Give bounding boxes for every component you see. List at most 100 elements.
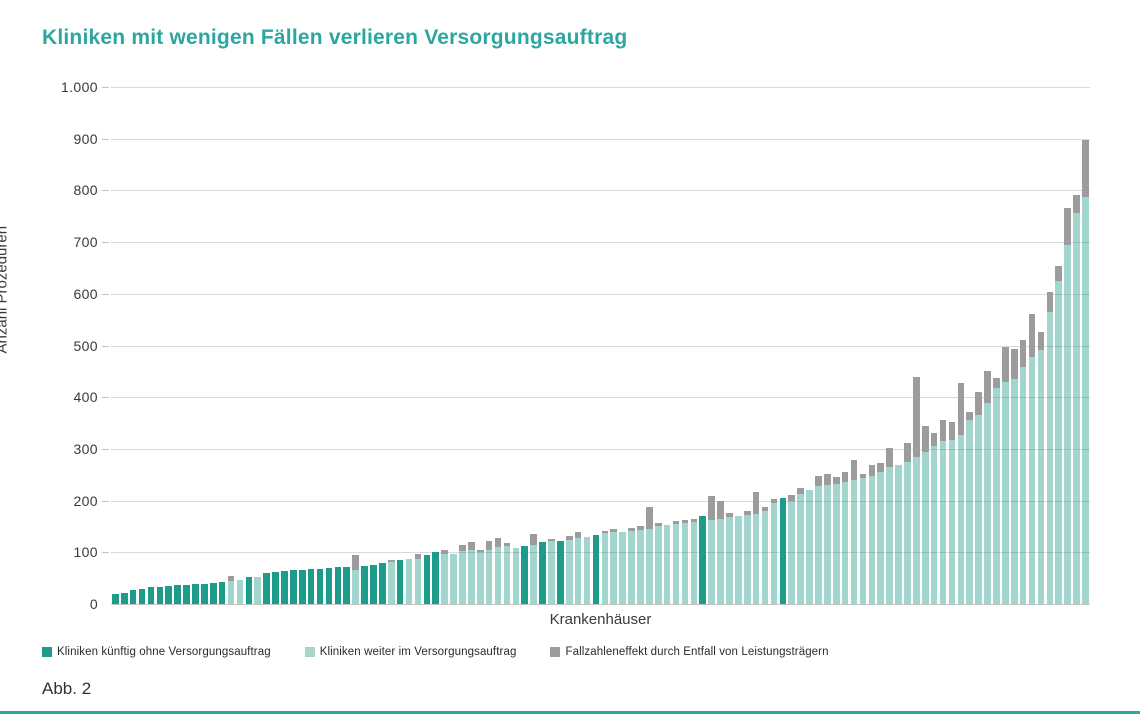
bar-segment-weiter-im-versorgungsauftrag: [1002, 381, 1009, 604]
bar-segment-ohne-versorgungsauftrag: [379, 562, 386, 604]
bar-segment-weiter-im-versorgungsauftrag: [832, 484, 840, 604]
bar: [423, 87, 431, 604]
bar: [708, 87, 715, 604]
bar: [957, 87, 965, 604]
bar-segment-ohne-versorgungsauftrag: [343, 566, 351, 604]
bar-segment-ohne-versorgungsauftrag: [245, 577, 253, 604]
bar: [245, 87, 253, 604]
bar-segment-weiter-im-versorgungsauftrag: [663, 525, 671, 604]
bar: [913, 87, 920, 604]
bar-segment-weiter-im-versorgungsauftrag: [761, 510, 769, 604]
bar: [521, 87, 529, 604]
bar: [628, 87, 635, 604]
bar-segment-ohne-versorgungsauftrag: [129, 590, 137, 604]
bar-segment-weiter-im-versorgungsauftrag: [387, 561, 395, 604]
x-axis-label: Krankenhäuser: [549, 611, 652, 628]
bar-segment-weiter-im-versorgungsauftrag: [726, 517, 733, 604]
bar-segment-fallzahleneffekt: [921, 426, 929, 453]
bar-segment-weiter-im-versorgungsauftrag: [1010, 378, 1018, 604]
bar-segment-weiter-im-versorgungsauftrag: [984, 402, 991, 604]
bar: [752, 87, 760, 604]
legend-label: Kliniken künftig ohne Versorgungsauftrag: [57, 646, 271, 658]
bar: [735, 87, 742, 604]
bar: [298, 87, 306, 604]
bar: [138, 87, 146, 604]
bar-segment-weiter-im-versorgungsauftrag: [1064, 245, 1071, 604]
bar-segment-ohne-versorgungsauftrag: [361, 566, 368, 604]
bar: [405, 87, 413, 604]
legend-swatch-icon: [550, 647, 561, 657]
bar-segment-fallzahleneffekt: [993, 378, 1000, 389]
bar-segment-fallzahleneffekt: [1055, 266, 1063, 281]
bar-segment-weiter-im-versorgungsauftrag: [735, 516, 742, 604]
bar: [779, 87, 787, 604]
bar-segment-weiter-im-versorgungsauftrag: [1028, 357, 1036, 604]
bar: [699, 87, 707, 604]
bar-segment-weiter-im-versorgungsauftrag: [1019, 367, 1027, 604]
bar: [361, 87, 368, 604]
bar: [806, 87, 813, 604]
bar: [183, 87, 190, 604]
bar-segment-fallzahleneffekt: [628, 527, 635, 531]
bar: [654, 87, 662, 604]
bar-segment-ohne-versorgungsauftrag: [183, 584, 190, 604]
y-tick-label: 300: [73, 440, 98, 457]
bar: [797, 87, 804, 604]
bar-segment-weiter-im-versorgungsauftrag: [476, 552, 484, 604]
bar: [859, 87, 867, 604]
bar-segment-weiter-im-versorgungsauftrag: [254, 577, 262, 604]
bar: [120, 87, 128, 604]
bar-segment-fallzahleneffekt: [1002, 347, 1009, 382]
y-tick-label: 800: [73, 182, 98, 199]
gridline: [111, 397, 1090, 399]
bar-segment-weiter-im-versorgungsauftrag: [877, 472, 885, 604]
bar-segment-fallzahleneffekt: [717, 500, 724, 519]
bar: [832, 87, 840, 604]
bar-segment-fallzahleneffekt: [743, 510, 751, 516]
bar: [930, 87, 938, 604]
bar-segment-weiter-im-versorgungsauftrag: [1046, 311, 1054, 604]
bar-segment-weiter-im-versorgungsauftrag: [993, 388, 1000, 604]
y-tick-label: 600: [73, 285, 98, 302]
bar-segment-fallzahleneffekt: [459, 545, 466, 551]
bar: [690, 87, 698, 604]
bar-segment-ohne-versorgungsauftrag: [209, 583, 217, 604]
legend: Kliniken künftig ohne Versorgungsauftrag…: [42, 646, 829, 658]
bar: [841, 87, 849, 604]
bar: [565, 87, 573, 604]
bar: [788, 87, 796, 604]
bar-segment-weiter-im-versorgungsauftrag: [468, 549, 475, 604]
bar-segment-weiter-im-versorgungsauftrag: [948, 440, 956, 604]
bar-segment-weiter-im-versorgungsauftrag: [841, 482, 849, 604]
bar: [254, 87, 262, 604]
bar: [868, 87, 876, 604]
bar: [743, 87, 751, 604]
bar-segment-fallzahleneffekt: [984, 370, 991, 403]
y-tick-label: 700: [73, 234, 98, 251]
bar-segment-fallzahleneffekt: [548, 538, 555, 542]
bar-segment-weiter-im-versorgungsauftrag: [1037, 350, 1045, 604]
bar: [343, 87, 351, 604]
bar-segment-weiter-im-versorgungsauftrag: [850, 479, 858, 604]
bar-segment-weiter-im-versorgungsauftrag: [512, 548, 520, 604]
bar-segment-weiter-im-versorgungsauftrag: [601, 533, 609, 604]
bar-segment-weiter-im-versorgungsauftrag: [859, 477, 867, 604]
bar-segment-fallzahleneffekt: [1037, 331, 1045, 351]
bar-segment-ohne-versorgungsauftrag: [201, 583, 208, 604]
bar-segment-weiter-im-versorgungsauftrag: [930, 446, 938, 604]
bar: [904, 87, 911, 604]
bar-segment-weiter-im-versorgungsauftrag: [628, 530, 635, 604]
y-tick-mark: [102, 87, 109, 88]
bar: [877, 87, 885, 604]
bar: [503, 87, 511, 604]
bar-segment-weiter-im-versorgungsauftrag: [236, 580, 244, 604]
bar: [975, 87, 982, 604]
bar: [174, 87, 181, 604]
bar-segment-fallzahleneffekt: [841, 471, 849, 482]
bar-segment-weiter-im-versorgungsauftrag: [904, 462, 911, 604]
bar-segment-fallzahleneffekt: [1046, 291, 1054, 312]
bar-segment-fallzahleneffekt: [886, 447, 893, 467]
bar-segment-ohne-versorgungsauftrag: [192, 584, 199, 604]
bar-segment-fallzahleneffekt: [414, 553, 422, 559]
